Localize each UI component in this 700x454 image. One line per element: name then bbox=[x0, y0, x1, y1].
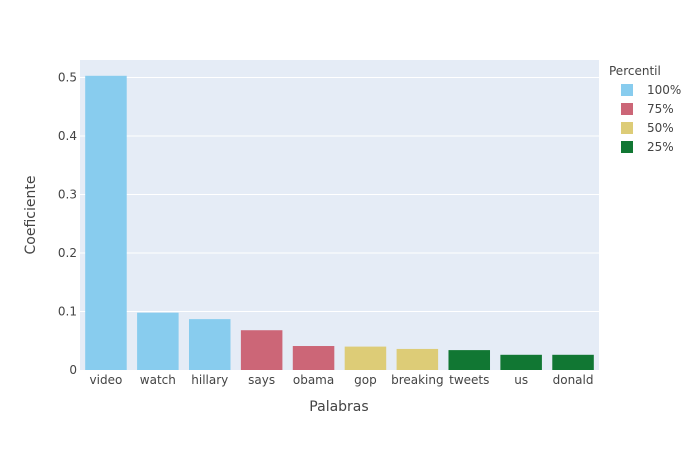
y-tick-labels: 0 0.1 0.2 0.3 0.4 0.5 bbox=[58, 71, 77, 377]
y-tick-label: 0.2 bbox=[58, 246, 77, 260]
x-tick-labels: video watch hillary says obama gop breaking twe… bbox=[90, 373, 594, 387]
x-tick-label: watch bbox=[140, 373, 176, 387]
y-tick-label: 0.3 bbox=[58, 188, 77, 202]
bar-says bbox=[240, 330, 283, 370]
bar-obama bbox=[292, 346, 335, 370]
legend-swatch bbox=[621, 103, 633, 115]
bar-watch bbox=[137, 312, 179, 370]
bar-donald bbox=[552, 354, 594, 370]
x-tick-label: us bbox=[514, 373, 528, 387]
x-tick-label: gop bbox=[354, 373, 377, 387]
y-tick-label: 0.4 bbox=[58, 129, 77, 143]
legend-title: Percentil bbox=[609, 64, 661, 78]
legend: Percentil 100% 75% 50% 25% bbox=[609, 64, 681, 154]
legend-swatch bbox=[621, 122, 633, 134]
y-axis-title: Coeficiente bbox=[23, 176, 39, 255]
x-tick-label: says bbox=[248, 373, 275, 387]
y-tick-label: 0 bbox=[69, 363, 77, 377]
x-tick-label: hillary bbox=[191, 373, 228, 387]
legend-swatch bbox=[621, 141, 633, 153]
legend-label: 100% bbox=[647, 83, 681, 97]
legend-label: 75% bbox=[647, 102, 674, 116]
bar-hillary bbox=[188, 319, 231, 370]
x-tick-label: donald bbox=[553, 373, 594, 387]
legend-swatch bbox=[621, 84, 633, 96]
x-tick-label: breaking bbox=[391, 373, 444, 387]
x-tick-label: tweets bbox=[449, 373, 489, 387]
x-axis-title: Palabras bbox=[309, 399, 368, 415]
bar-tweets bbox=[448, 350, 491, 370]
bar-video bbox=[85, 75, 127, 370]
legend-label: 25% bbox=[647, 140, 674, 154]
x-tick-label: video bbox=[90, 373, 123, 387]
bar-gop bbox=[344, 346, 387, 370]
bars bbox=[85, 75, 594, 370]
legend-items: 100% 75% 50% 25% bbox=[621, 83, 681, 154]
y-tick-label: 0.5 bbox=[58, 71, 77, 85]
bar-us bbox=[500, 354, 542, 370]
grid-lines bbox=[80, 77, 599, 313]
y-tick-label: 0.1 bbox=[58, 305, 77, 319]
legend-label: 50% bbox=[647, 121, 674, 135]
x-tick-label: obama bbox=[293, 373, 334, 387]
bar-breaking bbox=[396, 348, 439, 370]
